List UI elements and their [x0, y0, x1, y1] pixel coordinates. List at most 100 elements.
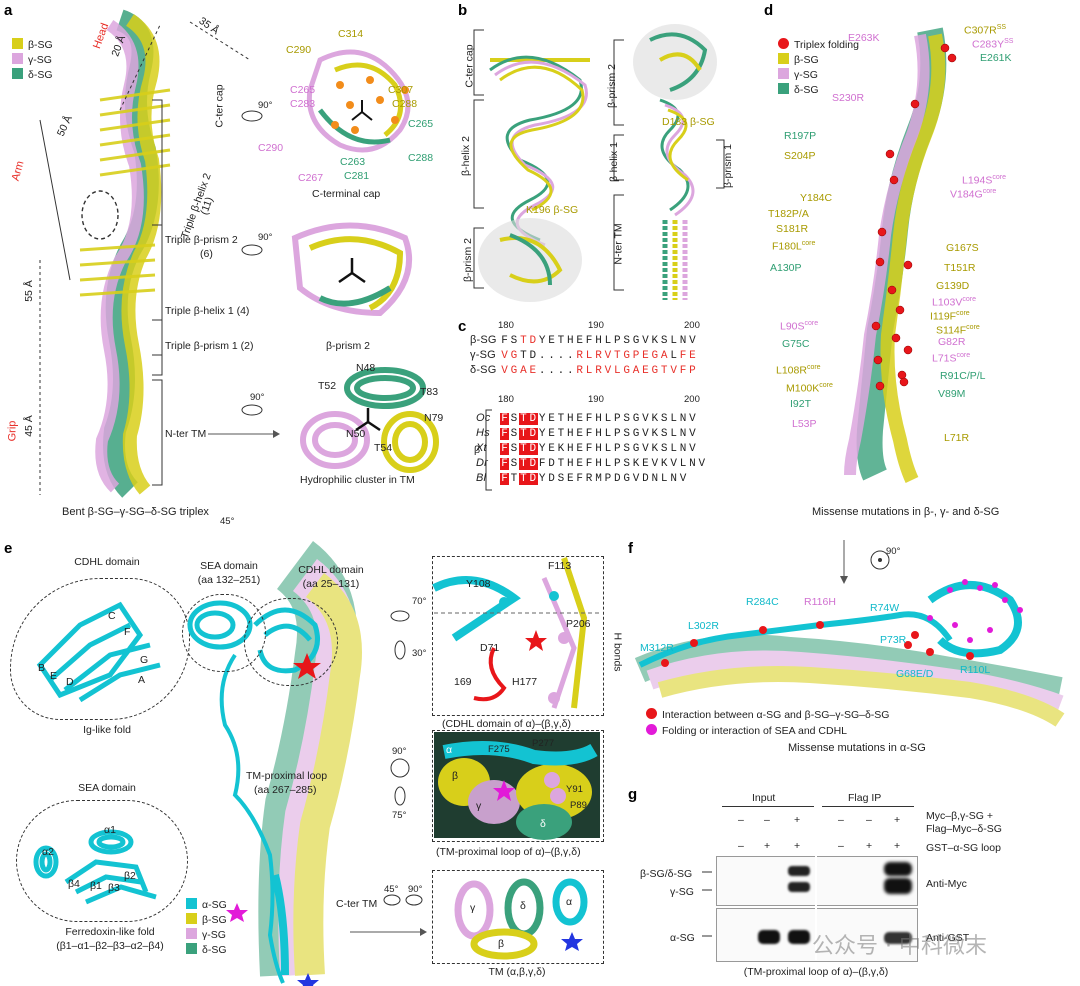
- alignment-residue: E: [548, 335, 556, 347]
- tm-proximal-loop-label: TM-proximal loop: [246, 770, 328, 782]
- g-sign-row2: –: [838, 840, 844, 852]
- alignment-row-name: γ-SG: [470, 349, 496, 361]
- inset3-beta: β: [498, 938, 505, 950]
- rot-90-prism: 90°: [258, 232, 273, 243]
- alignment-residue: P: [613, 428, 621, 440]
- rotation-arrows-e: [350, 610, 427, 936]
- alignment-residue: S: [623, 413, 631, 425]
- alignment-residue: E: [642, 458, 649, 470]
- mut-r74w: R74W: [870, 602, 900, 614]
- panel-label-d: d: [764, 2, 774, 19]
- alignment-residue: E: [642, 350, 649, 362]
- g-input-line: [722, 806, 814, 807]
- alignment-residue: V: [604, 365, 612, 377]
- res-c265-green: C265: [408, 118, 434, 130]
- sea-alpha1: α1: [104, 824, 116, 836]
- sea-caption: Ferredoxin-like fold: [65, 926, 155, 938]
- cterminal-cap-structure: [306, 49, 411, 153]
- sea-structure: [33, 829, 157, 905]
- mutation-label: V89M: [938, 388, 966, 400]
- alignment-residue: V: [642, 335, 649, 347]
- inset2-caption: (TM-proximal loop of α)–(β,γ,δ): [436, 846, 581, 858]
- alignment-residue: G: [623, 473, 631, 485]
- alignment-residue: D: [528, 413, 538, 425]
- res-c283: C283: [290, 98, 316, 110]
- watermark: 公众号 · 中科微末: [812, 934, 987, 959]
- alignment-residue: V: [642, 428, 649, 440]
- mutation-superscript: core: [982, 188, 997, 195]
- alignment-residue: V: [501, 350, 509, 362]
- alignment-row: Bl F T T D Y D S E F R M P D G V D N L N V: [470, 472, 688, 485]
- alignment-residue: V: [604, 350, 612, 362]
- b-right-beta-prism-1: β-prism 1: [721, 144, 734, 188]
- res-c290-bottom: C290: [258, 142, 284, 154]
- res-d71: D71: [480, 642, 500, 654]
- mutation-label: F180Lcore: [772, 240, 816, 253]
- alignment-residue: N: [689, 458, 696, 470]
- alignment-residue: E: [548, 413, 556, 425]
- alignment-row: Xt F S T D Y E K H E F H L P S G V K S L N V: [470, 442, 697, 455]
- alignment-residue: V: [670, 365, 678, 377]
- alignment-residue: V: [632, 473, 640, 485]
- b-left-cter-cap: C-ter cap: [463, 44, 476, 88]
- alignment-residue: K: [651, 428, 659, 440]
- alignment-residue: S: [510, 458, 518, 470]
- inset3-caption: TM (α,β,γ,δ): [488, 966, 546, 978]
- tm-proximal-loop-aa: (aa 267–285): [254, 784, 317, 796]
- alignment-residue: L: [679, 458, 687, 470]
- mutation-label: L108Rcore: [776, 364, 821, 377]
- g-sign-row1: –: [738, 814, 744, 826]
- res-f275: F275: [488, 744, 510, 755]
- alignment-residue: N: [651, 473, 659, 485]
- panel-label-e: e: [4, 540, 13, 557]
- mutation-label: L71Score: [932, 352, 971, 365]
- alignment-residue: S: [510, 335, 518, 347]
- c-pos-200-top: 200: [684, 320, 700, 331]
- gel-divider: [815, 856, 817, 960]
- sea-beta2: β2: [124, 870, 136, 882]
- inset3-rot-45: 45°: [384, 884, 399, 895]
- grip-label: Grip: [6, 420, 19, 442]
- cap-caption: C-terminal cap: [312, 188, 381, 200]
- alignment-residue: A: [632, 365, 640, 377]
- inset2-rot-75: 75°: [392, 810, 407, 821]
- d-caption: Missense mutations in β-, γ- and δ-SG: [812, 506, 1000, 518]
- panel-label-a: a: [4, 2, 13, 19]
- b-right-nter-tm: N-ter TM: [612, 223, 625, 265]
- res-d183: D183 β-SG: [662, 116, 715, 128]
- alignment-residue: P: [604, 473, 612, 485]
- panel-label-f: f: [628, 540, 633, 557]
- c-beta-group-label: β: [474, 444, 481, 456]
- alignment-residue: R: [595, 350, 602, 362]
- alignment-residue: P: [613, 443, 621, 455]
- alignment-residue: T: [557, 428, 565, 440]
- alignment-residue: L: [670, 443, 678, 455]
- alignment-residue: L: [604, 443, 612, 455]
- alignment-residue: L: [670, 413, 678, 425]
- alignment-residue: K: [651, 443, 659, 455]
- c-pos-180-bottom: 180: [498, 394, 514, 405]
- alignment-residue: T: [613, 350, 621, 362]
- mutation-label: L103Vcore: [932, 296, 976, 309]
- mutation-label: C307RSS: [964, 24, 1007, 37]
- beta-prism-2-structure: [291, 222, 413, 317]
- prism-caption: β-prism 2: [326, 340, 370, 352]
- sea-caption-2: (β1–α1–β2–β3–α2–β4): [56, 940, 164, 952]
- alignment-residue: L: [670, 428, 678, 440]
- res-p277: P277: [532, 738, 555, 749]
- res-p206: P206: [566, 618, 591, 630]
- alignment-row: Dr F S T D F D T H E F H L P S K E V K V L N V: [470, 457, 707, 470]
- alignment-residue: T: [557, 335, 565, 347]
- alignment-residue: D: [529, 350, 537, 362]
- alignment-residue: F: [501, 335, 509, 347]
- res-y108: Y108: [466, 578, 491, 590]
- g-band-gamma: γ-SG: [670, 886, 694, 898]
- alignment-residue: G: [632, 428, 640, 440]
- res-169: 169: [454, 676, 472, 688]
- alignment-residue: V: [689, 413, 696, 425]
- mutation-superscript: core: [801, 240, 816, 247]
- band-gst-input-3: [788, 930, 810, 944]
- panel-b-prism1-bracket: [716, 139, 725, 189]
- g-caption: (TM-proximal loop of α)–(β,γ,δ): [743, 966, 889, 978]
- cdhl-strand-e: E: [50, 670, 58, 682]
